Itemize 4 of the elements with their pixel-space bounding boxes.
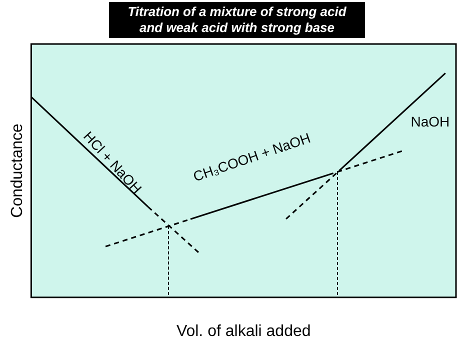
x-axis-title: Vol. of alkali added	[176, 322, 311, 340]
annotation: NaOH	[410, 113, 450, 130]
y-axis-title: Conductance	[9, 123, 26, 218]
chart-title: Titration of a mixture of strong acid and weak acid with strong base	[109, 2, 365, 38]
